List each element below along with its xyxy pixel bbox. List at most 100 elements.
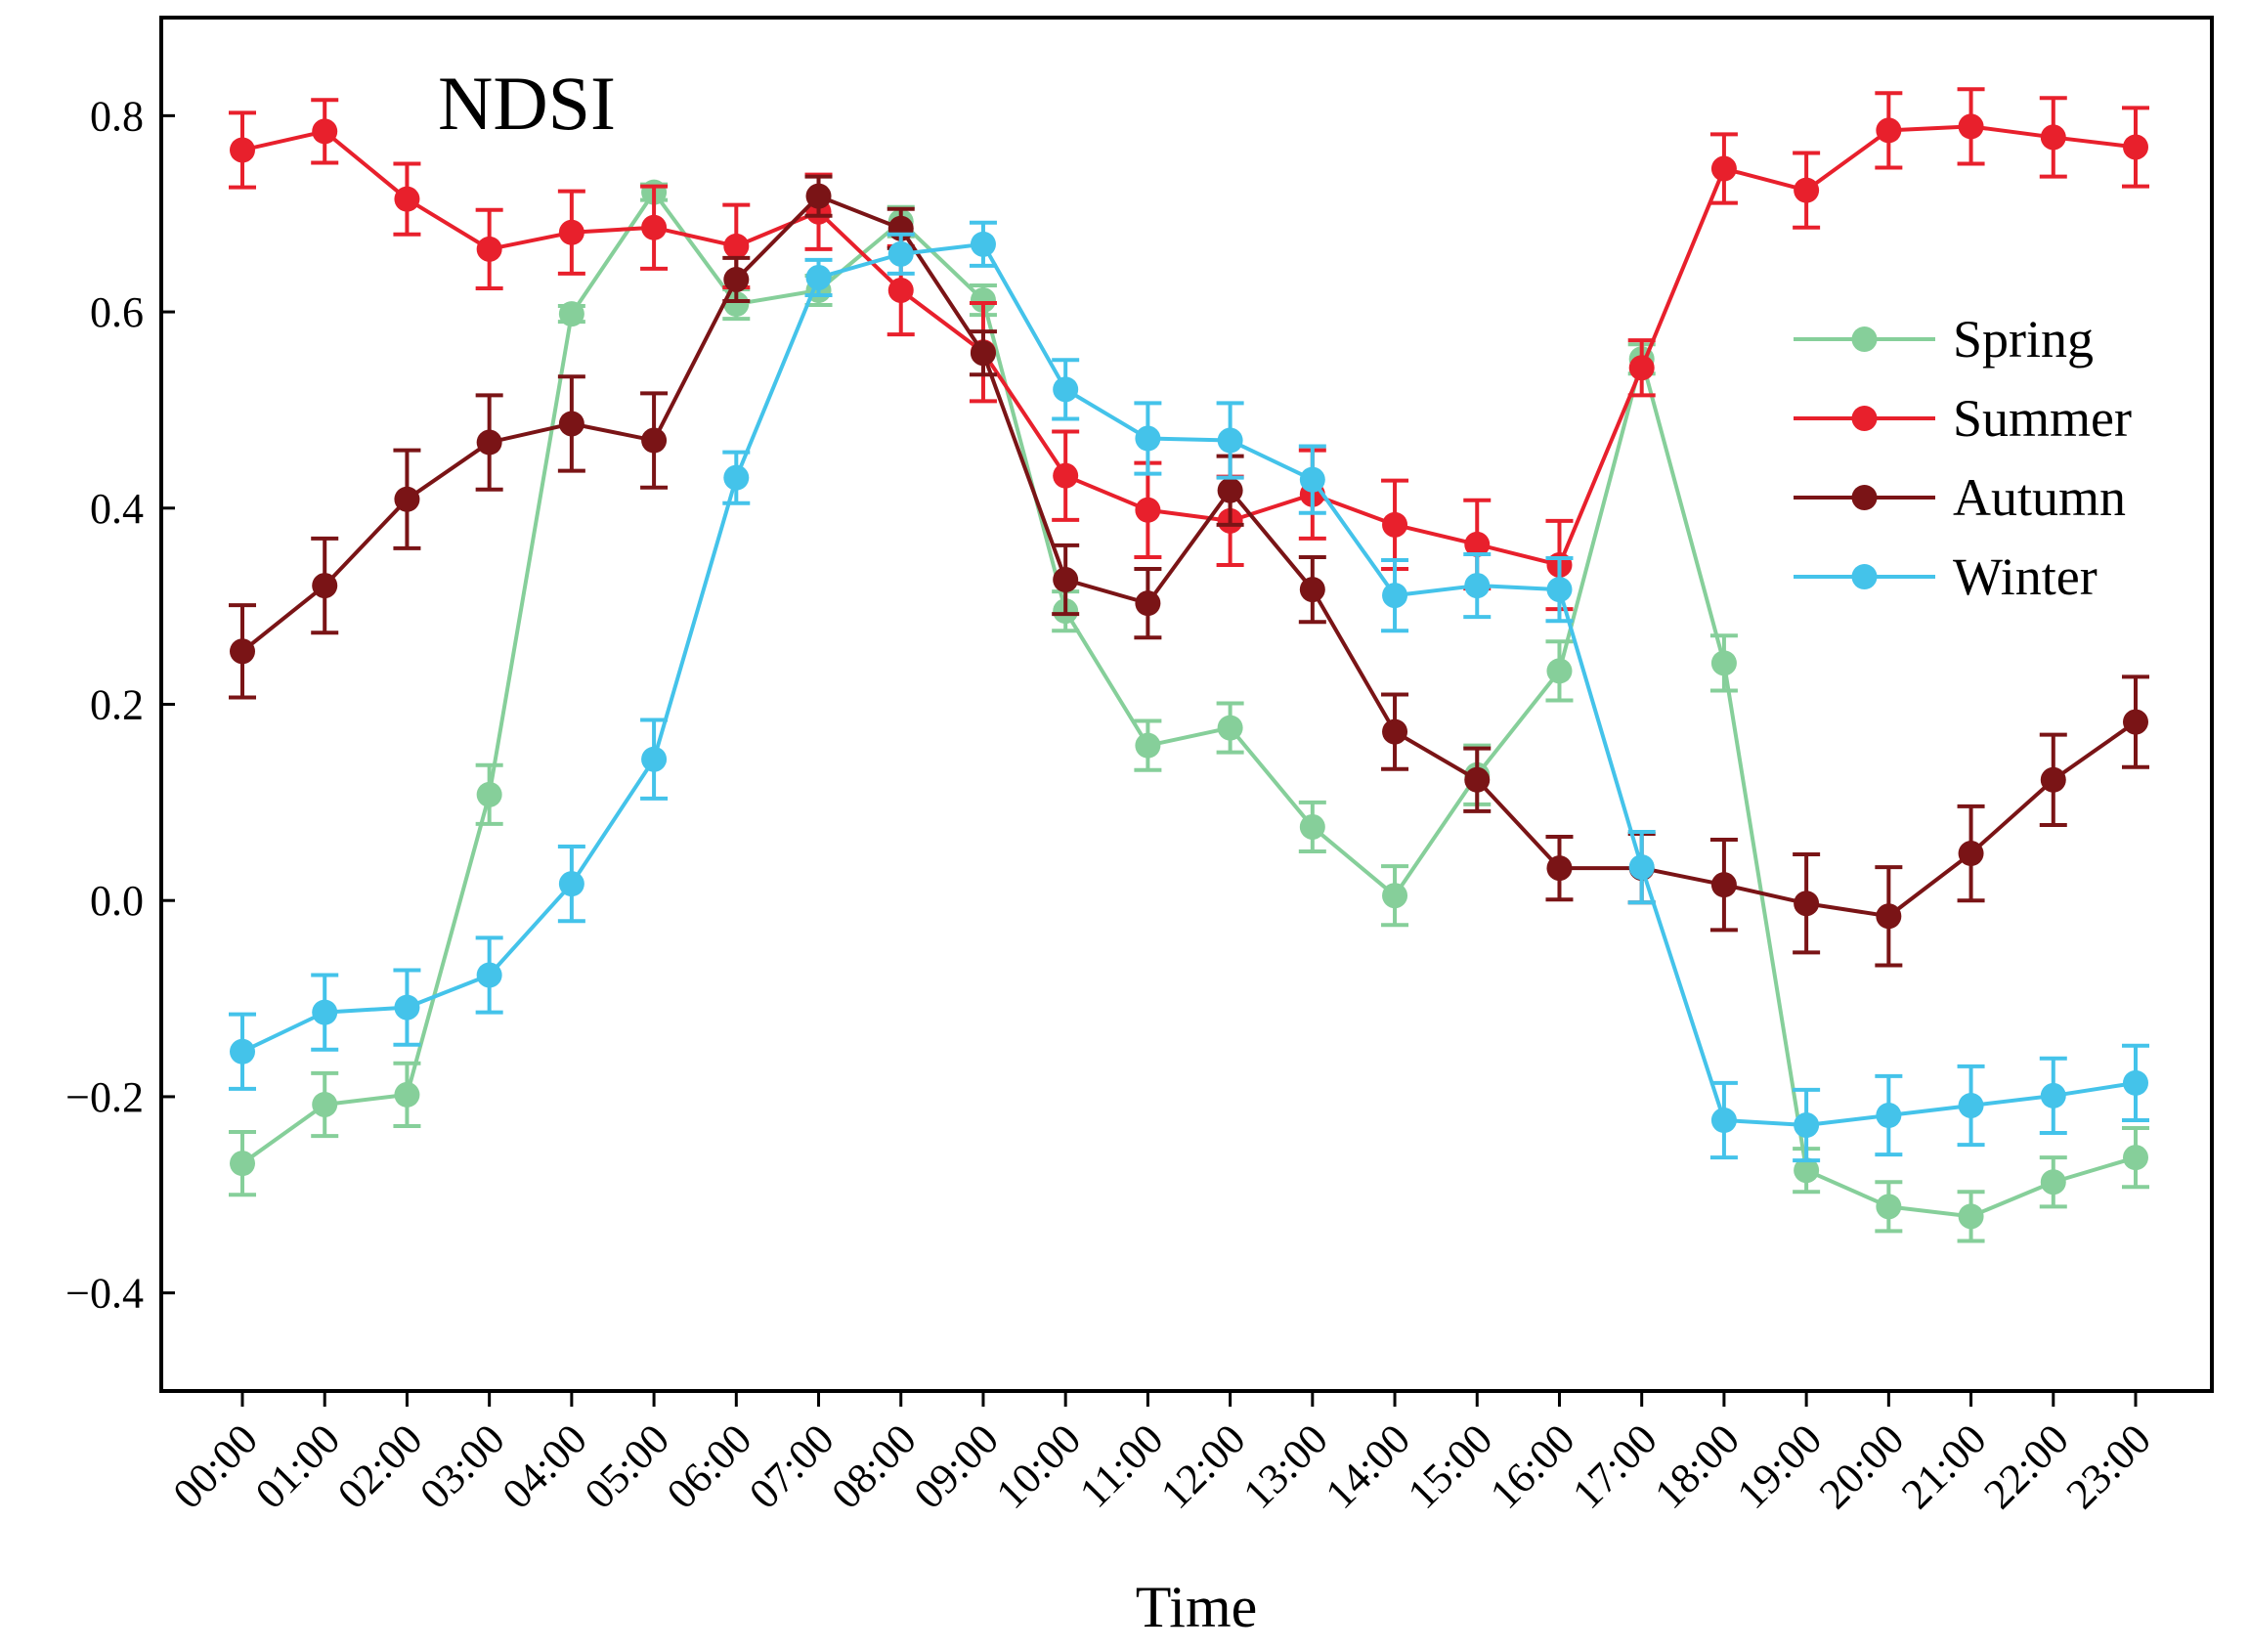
spring-point: [1958, 1203, 1984, 1230]
summer-point: [2040, 124, 2066, 151]
winter-point: [558, 871, 584, 897]
spring-point: [1546, 658, 1573, 684]
summer-point: [558, 219, 584, 245]
summer-point: [476, 236, 502, 262]
spring-point: [1794, 1157, 1820, 1184]
autumn-point: [1546, 855, 1573, 882]
legend-item-spring: Spring: [1794, 310, 2094, 369]
winter-point: [1135, 425, 1161, 452]
series-winter: [229, 220, 2149, 1163]
winter-point: [2123, 1069, 2148, 1096]
winter-point: [1794, 1112, 1820, 1139]
summer-point: [1382, 511, 1408, 538]
autumn-point: [312, 573, 338, 599]
autumn-point: [476, 429, 502, 456]
winter-point: [805, 264, 832, 290]
autumn-point: [1876, 903, 1902, 930]
autumn-point: [1382, 718, 1408, 745]
winter-point: [476, 962, 502, 988]
winter-point: [1546, 577, 1573, 603]
winter-point: [970, 231, 996, 257]
chart-title: NDSI: [438, 61, 616, 146]
autumn-point: [970, 340, 996, 367]
legend-label: Spring: [1953, 310, 2094, 369]
winter-point: [1628, 854, 1655, 881]
spring-point: [476, 781, 502, 807]
autumn-point: [1299, 577, 1325, 603]
spring-point: [1710, 650, 1737, 676]
summer-point: [394, 186, 420, 212]
autumn-point: [641, 427, 668, 454]
spring-point: [312, 1091, 338, 1117]
autumn-point: [1710, 872, 1737, 898]
spring-point: [723, 291, 750, 318]
summer-point: [1958, 113, 1984, 140]
spring-point: [1876, 1194, 1902, 1220]
legend-swatch-marker: [1851, 564, 1878, 589]
summer-point: [641, 214, 668, 240]
winter-point: [1876, 1102, 1902, 1128]
autumn-point: [2040, 766, 2066, 793]
y-tick-label: 0.4: [90, 485, 144, 533]
x-axis-title: Time: [1136, 1575, 1258, 1639]
legend-item-winter: Winter: [1794, 547, 2098, 606]
winter-point: [887, 240, 914, 267]
summer-point: [723, 233, 750, 259]
autumn-point: [723, 266, 750, 292]
winter-point: [230, 1038, 255, 1065]
summer-point: [312, 118, 338, 145]
legend-label: Autumn: [1953, 468, 2126, 527]
spring-point: [558, 301, 584, 327]
legend-swatch-marker: [1851, 406, 1878, 431]
summer-point: [1053, 462, 1079, 489]
winter-point: [723, 464, 750, 491]
winter-point: [1464, 573, 1491, 599]
autumn-point: [1464, 766, 1491, 793]
y-tick-label: 0.6: [90, 288, 144, 336]
legend-swatch-marker: [1851, 326, 1878, 352]
autumn-point: [805, 183, 832, 209]
autumn-line: [240, 194, 2138, 919]
winter-point: [1299, 466, 1325, 493]
winter-point: [394, 994, 420, 1021]
autumn-point: [1217, 477, 1243, 503]
spring-line: [240, 190, 2137, 1219]
winter-point: [312, 999, 338, 1025]
summer-line: [241, 124, 2137, 567]
y-tick-label: 0.2: [90, 681, 144, 729]
series-autumn: [229, 174, 2149, 968]
series-layer: [229, 87, 2149, 1243]
winter-point: [2040, 1082, 2066, 1109]
winter-point: [1710, 1108, 1737, 1134]
spring-point: [1135, 732, 1161, 759]
y-tick-label: 0.0: [90, 877, 144, 925]
summer-point: [2123, 134, 2148, 160]
autumn-point: [1958, 841, 1984, 867]
y-axis-ticks: −0.4 −0.2 0.0 0.2 0.4 0.6 0.8: [65, 92, 175, 1318]
legend-item-autumn: Autumn: [1794, 468, 2126, 527]
summer-point: [1794, 177, 1820, 203]
spring-point: [394, 1081, 420, 1108]
autumn-point: [1053, 567, 1079, 593]
winter-line: [241, 241, 2137, 1128]
summer-point: [230, 137, 255, 163]
autumn-point: [2123, 709, 2148, 735]
autumn-point: [1135, 590, 1161, 617]
winter-point: [641, 746, 668, 772]
spring-point: [970, 287, 996, 314]
plot-frame: [159, 16, 2214, 1393]
summer-point: [1464, 531, 1491, 557]
legend-label: Summer: [1953, 389, 2132, 448]
y-tick-label: −0.2: [65, 1073, 144, 1121]
legend-label: Winter: [1953, 547, 2098, 606]
winter-point: [1382, 583, 1408, 609]
winter-point: [1053, 376, 1079, 403]
summer-point: [1710, 155, 1737, 182]
autumn-point: [230, 638, 255, 665]
summer-point: [887, 277, 914, 303]
spring-point: [230, 1151, 255, 1177]
y-tick-label: 0.8: [90, 92, 144, 140]
y-tick-label: −0.4: [65, 1270, 144, 1318]
spring-point: [1299, 813, 1325, 840]
